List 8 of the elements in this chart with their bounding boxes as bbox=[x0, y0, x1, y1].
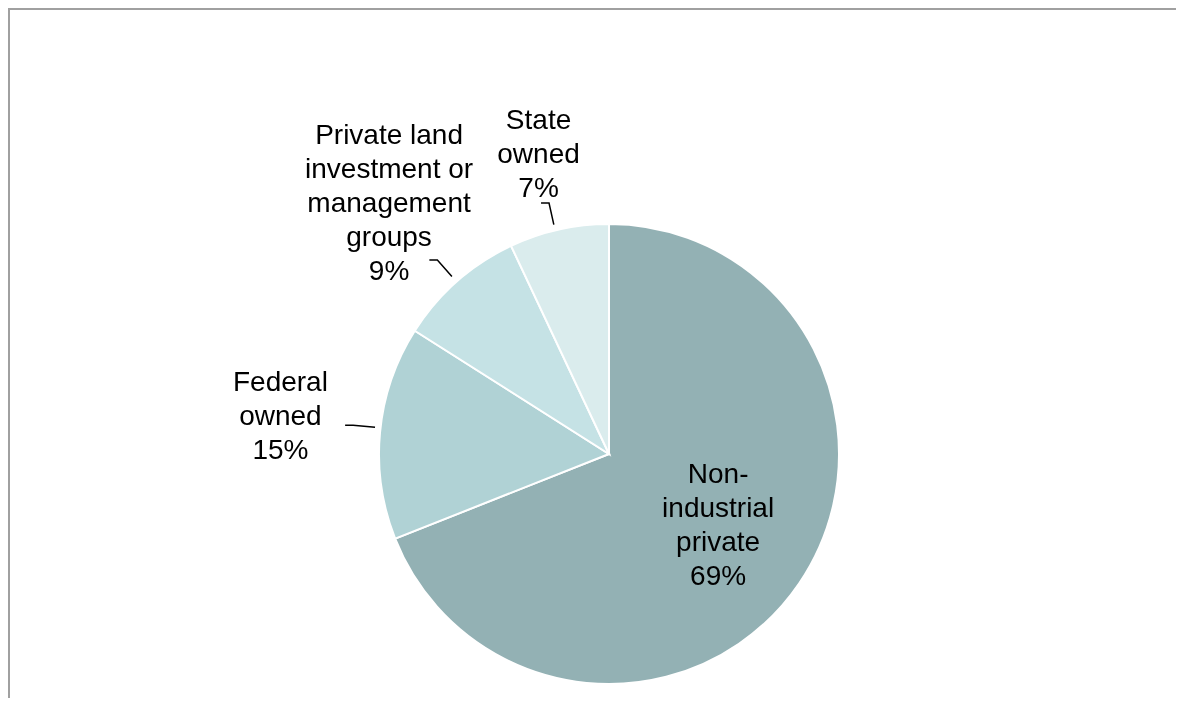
slice-label: Federal owned bbox=[232, 366, 328, 432]
slice-label: State owned bbox=[497, 104, 580, 170]
data-label: 9% bbox=[368, 255, 410, 287]
slice-label: Private land investment or management groups bbox=[305, 119, 474, 253]
data-label: 7% bbox=[518, 172, 559, 204]
slice-label: Non-industrial private bbox=[662, 457, 775, 557]
data-label: 15% bbox=[252, 434, 309, 466]
data-label: 69% bbox=[690, 559, 747, 591]
